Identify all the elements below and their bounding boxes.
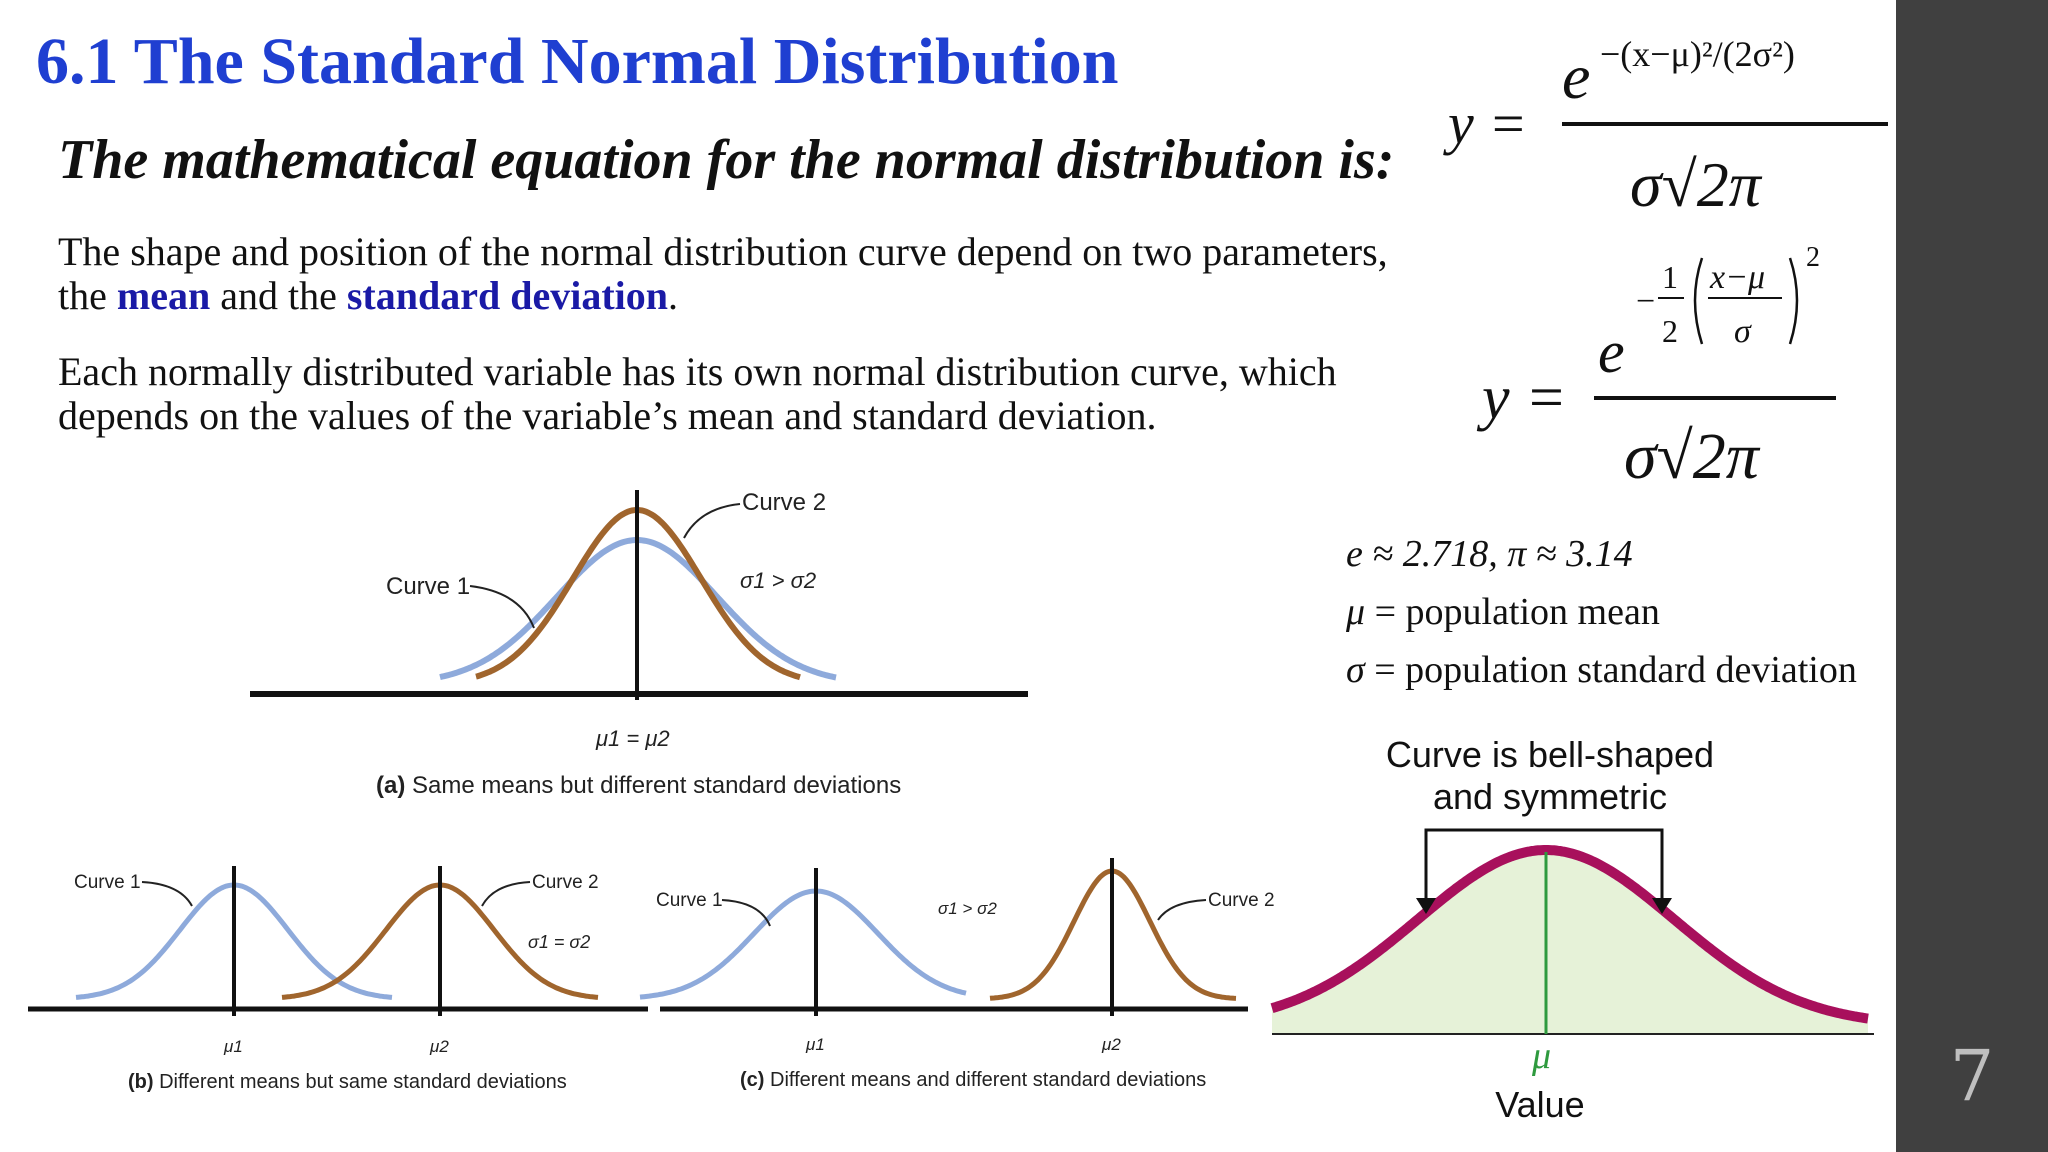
definition-text: = population mean — [1365, 591, 1660, 633]
caption-tag: (b) — [128, 1071, 154, 1093]
figure-a-axis-label: μ1 = μ2 — [595, 726, 670, 751]
figure-a: Curve 1 Curve 2 σ1 > σ2 μ1 = μ2 (a) Same… — [250, 489, 1028, 799]
formula-2-square: 2 — [1806, 242, 1820, 273]
paragraph-parameters: The shape and position of the normal dis… — [58, 230, 1388, 318]
figure-c-caption: (c) Different means and different standa… — [740, 1069, 1206, 1091]
formula-1-exponent: −(x−μ)²/(2σ²) — [1600, 34, 1795, 74]
definition-mu: μ = population mean — [1346, 590, 1660, 634]
figure-c-curve-2-arrow — [1157, 899, 1207, 921]
bell-title: Curve is bell-shaped and symmetric — [1290, 734, 1810, 818]
bell-bracket-right-arrow — [1652, 898, 1672, 914]
figure-b-curve-2-label: Curve 2 — [532, 872, 599, 893]
figure-c-curve-1 — [639, 888, 967, 1000]
figure-c-curve-2-label: Curve 2 — [1208, 890, 1275, 911]
definition-text: e ≈ 2.718, π ≈ 3.14 — [1346, 533, 1633, 575]
figure-c-curve-1-arrow — [721, 899, 771, 927]
figure-a-caption: (a) Same means but different standard de… — [376, 772, 901, 799]
paragraph-line: The shape and position of the normal dis… — [58, 229, 1388, 274]
formula-2-e: e — [1598, 319, 1625, 385]
formula-2-left-paren — [1693, 257, 1704, 345]
figure-c-mu-1: μ1 — [805, 1035, 825, 1054]
formula-2-denominator: σ√2π — [1624, 420, 1761, 493]
definition-constants: e ≈ 2.718, π ≈ 3.14 — [1346, 532, 1633, 576]
bell-figure: μ — [1270, 828, 1874, 1077]
paragraph-line: the mean and the standard deviation. — [58, 274, 1388, 318]
bell-bracket — [1424, 828, 1664, 912]
mu-symbol: μ — [1346, 591, 1366, 633]
figure-b-mu-2: μ2 — [429, 1037, 449, 1056]
figure-c-mu-2: μ2 — [1101, 1035, 1121, 1054]
formula-2-minus: − — [1636, 283, 1655, 320]
formula-2-right-paren — [1788, 257, 1799, 345]
bell-bracket-left-arrow — [1416, 898, 1436, 914]
right-sidebar — [1896, 0, 2048, 1152]
formula-2-lhs: y = — [1476, 364, 1567, 432]
figure-a-curve-1-label: Curve 1 — [386, 573, 470, 600]
sigma-symbol: σ — [1346, 649, 1365, 691]
figure-a-curve-1-arrow — [469, 585, 535, 629]
formula-2: y = e − 1 2 x−μ σ 2 σ√2π — [1476, 242, 1836, 493]
formula-2-frac-num: x−μ — [1709, 259, 1765, 296]
caption-tag: (a) — [376, 772, 405, 799]
bell-area — [1272, 850, 1868, 1034]
formula-1: y = e −(x−μ)²/(2σ²) σ√2π — [1443, 34, 1888, 220]
figure-b-curve-1-label: Curve 1 — [74, 872, 141, 893]
slide-number: 7 — [1949, 1035, 1995, 1117]
slide-subtitle: The mathematical equation for the normal… — [58, 129, 1395, 191]
text: . — [668, 273, 678, 318]
formula-2-half-num: 1 — [1662, 259, 1678, 295]
formula-2-frac-den: σ — [1734, 313, 1752, 350]
keyword-mean: mean — [116, 273, 211, 318]
figures-layer: y = e −(x−μ)²/(2σ²) σ√2π y = e − 1 2 x−μ… — [28, 34, 1888, 1093]
formula-2-half-den: 2 — [1662, 313, 1678, 349]
figure-b-mu-1: μ1 — [223, 1037, 243, 1056]
figure-b: Curve 1 Curve 2 σ1 = σ2 μ1 μ2 (b) Differ… — [28, 866, 648, 1093]
paragraph-curves: Each normally distributed variable has i… — [58, 350, 1337, 438]
text: the — [58, 273, 117, 318]
figure-a-curve-2-label: Curve 2 — [742, 489, 826, 516]
keyword-standard-deviation: standard deviation — [346, 273, 668, 318]
figure-c-curve-1-label: Curve 1 — [656, 890, 723, 911]
formula-1-denominator: σ√2π — [1630, 149, 1763, 220]
figure-b-curve-1-arrow — [141, 881, 193, 907]
definition-sigma: σ = population standard deviation — [1346, 648, 1857, 692]
paragraph-line: depends on the values of the variable’s … — [58, 393, 1157, 438]
slide-title: 6.1 The Standard Normal Distribution — [36, 25, 1119, 98]
figure-c-relation: σ1 > σ2 — [938, 899, 997, 918]
definition-text: = population standard deviation — [1364, 649, 1857, 691]
figure-b-caption: (b) Different means but same standard de… — [128, 1071, 567, 1093]
caption-tag: (c) — [740, 1069, 764, 1091]
figure-c: Curve 1 Curve 2 σ1 > σ2 μ1 μ2 (c) Differ… — [639, 858, 1275, 1091]
bell-title-line: and symmetric — [1432, 776, 1668, 817]
bell-value-label: Value — [1495, 1084, 1585, 1125]
figure-b-curve-2-arrow — [481, 881, 531, 907]
bell-title-line: Curve is bell-shaped — [1385, 734, 1715, 775]
figure-a-relation: σ1 > σ2 — [740, 568, 816, 593]
figure-a-curve-2-arrow — [683, 503, 741, 539]
bell-curve — [1270, 845, 1869, 1024]
formula-1-e: e — [1562, 41, 1590, 112]
caption-text: Different means and different standard d… — [764, 1069, 1206, 1091]
caption-text: Same means but different standard deviat… — [405, 772, 901, 799]
figure-b-relation: σ1 = σ2 — [528, 932, 590, 952]
bell-mu-label: μ — [1531, 1035, 1551, 1077]
formula-1-lhs: y = — [1443, 91, 1527, 156]
caption-text: Different means but same standard deviat… — [154, 1071, 567, 1093]
text: and the — [210, 273, 347, 318]
paragraph-line: Each normally distributed variable has i… — [58, 349, 1337, 394]
